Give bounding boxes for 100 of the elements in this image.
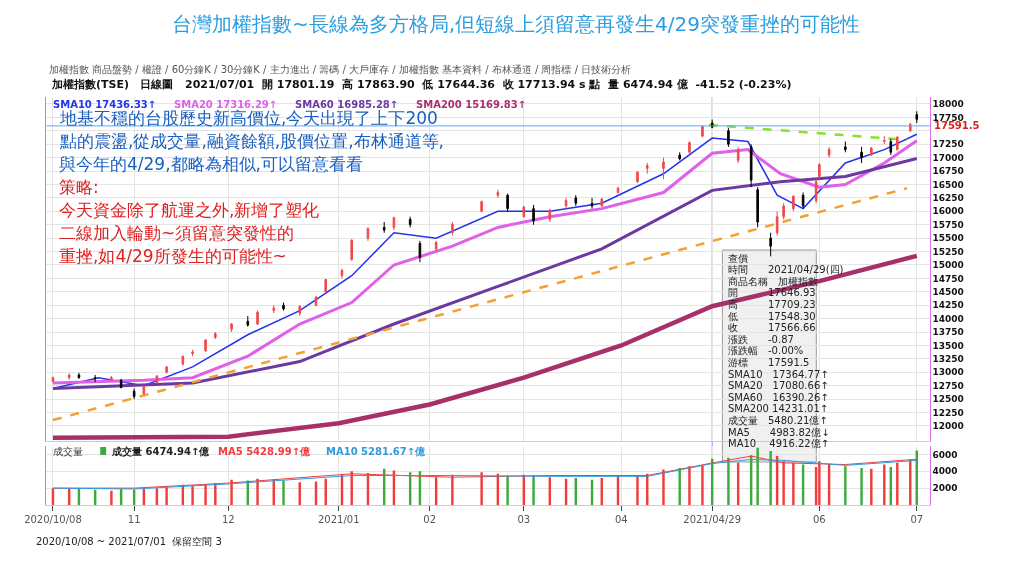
candlestick (678, 151, 681, 161)
candlestick (895, 135, 899, 152)
x-tick-label: 02 (423, 514, 437, 525)
bar (727, 457, 730, 505)
candlestick (392, 216, 396, 231)
candlestick (142, 384, 146, 396)
candlestick (782, 202, 785, 220)
candlestick (590, 197, 594, 210)
y-tick-label: 16250 (932, 193, 964, 204)
candlestick (636, 170, 639, 184)
candlestick (418, 240, 422, 263)
candlestick (119, 378, 123, 389)
candlestick (662, 157, 665, 180)
candlestick (792, 194, 795, 212)
candlestick (548, 208, 552, 223)
text: SMA200 15169.83↑ (416, 99, 527, 110)
candlestick (769, 232, 772, 257)
candlestick (860, 146, 863, 164)
candlestick (844, 141, 847, 153)
candlestick (645, 162, 649, 175)
text: SMA60 16985.28↑ (295, 99, 399, 110)
bar (883, 464, 886, 505)
annotation: 重挫,如4/29所發生的可能性~ (59, 246, 287, 266)
bar (769, 451, 772, 505)
annotation: 二線加入輪動~須留意突發性的 (59, 223, 295, 243)
candlestick (496, 189, 500, 199)
candlestick (915, 110, 919, 124)
candlestick (889, 138, 893, 156)
bar (756, 447, 759, 505)
candlestick (256, 310, 259, 326)
bar (506, 475, 509, 505)
candlestick (818, 162, 821, 180)
series-label: MA5 5428.99↑億 (218, 446, 312, 457)
y-tick-label: 14000 (932, 313, 964, 324)
candlestick (727, 127, 730, 148)
annotation: 時間 2021/04/29(四) (728, 264, 844, 275)
y-tick-label: 17250 (932, 139, 964, 150)
candlestick (181, 355, 185, 366)
annotation: MA10 4916.22億↑ (728, 438, 830, 449)
candlestick (616, 186, 620, 195)
y-tick-label: 13250 (932, 354, 964, 365)
y-tick-label: 12750 (932, 380, 964, 391)
x-tick-label: 11 (127, 514, 141, 525)
y-tick-label: 17000 (932, 152, 964, 163)
text: SMA20 17316.29↑ (174, 99, 278, 110)
candlestick (204, 338, 207, 353)
candlestick (736, 146, 740, 164)
chart-title: 台灣加權指數~長線為多方格局,但短線上須留意再發生4/29突發重挫的可能性 (172, 12, 861, 36)
y-tick-label: 13750 (932, 327, 964, 338)
candlestick (246, 315, 250, 328)
y-tick-label: 13000 (932, 367, 964, 378)
y-tick-label: 12500 (932, 394, 964, 405)
candlestick (870, 146, 873, 157)
candlestick (132, 387, 136, 400)
annotation: 今天資金除了航運之外,新增了塑化 (59, 200, 320, 220)
candlestick (324, 278, 328, 294)
candlestick (110, 375, 113, 382)
candlestick (298, 304, 302, 317)
text: SMA10 17436.33↑ (53, 99, 157, 110)
candlestick (688, 141, 691, 154)
candlestick (749, 143, 753, 188)
y-tick-label: 16000 (932, 206, 964, 217)
candlestick (230, 322, 233, 333)
candlestick (532, 204, 535, 226)
bar (110, 490, 113, 505)
series-label: MA10 5281.67↑億 (326, 446, 427, 457)
annotation: 漲跌幅 -0.00% (728, 345, 804, 356)
candlestick (93, 374, 97, 383)
text: 2020/10/08 ~ 2021/07/01 保留空間 3 (36, 536, 222, 547)
candlestick (382, 221, 386, 234)
candlestick (155, 374, 159, 385)
annotation: 地基不穩的台股歷史新高價位,今天出現了上下200 (59, 108, 438, 128)
candlestick (756, 186, 759, 228)
annotation: 開 17646.93 (728, 287, 816, 298)
candlestick (165, 365, 168, 374)
annotation: SMA200 14231.01↑ (728, 403, 829, 414)
candlestick (775, 210, 779, 236)
annotation: 游標 17591.5 (728, 357, 810, 368)
x-tick-label: 2021/01 (317, 514, 360, 525)
candlestick (522, 205, 526, 219)
x-tick-label: 2020/10/08 (24, 514, 82, 525)
y-tick-label: 16500 (932, 179, 964, 190)
y-tick-label: 17750 (932, 112, 964, 123)
candlestick (600, 197, 604, 208)
candlestick (451, 221, 454, 236)
y-tick-label: 14750 (932, 273, 964, 284)
annotation: MA5 4983.82億↓ (728, 427, 830, 438)
x-tick-label: 04 (614, 514, 628, 525)
candlestick (434, 240, 438, 253)
y-tick-label: 12000 (932, 421, 964, 432)
candlestick (564, 197, 568, 210)
bar (860, 467, 863, 505)
chart-title: 成交量 (53, 446, 83, 457)
y-tick-label: 6000 (932, 449, 958, 460)
candlestick (67, 372, 71, 381)
annotation: 收 17566.66 (728, 322, 816, 333)
candlestick (214, 331, 217, 340)
candlestick (408, 216, 412, 228)
bar (678, 467, 681, 505)
chart-subtitle: 加權指數(TSE) 日線圖 2021/07/01 開 17801.19 高 17863.90 低 17644.36 收 17713.94 s 點 量 6474.94 億 -41.52 (-0.23%) (51, 78, 792, 91)
